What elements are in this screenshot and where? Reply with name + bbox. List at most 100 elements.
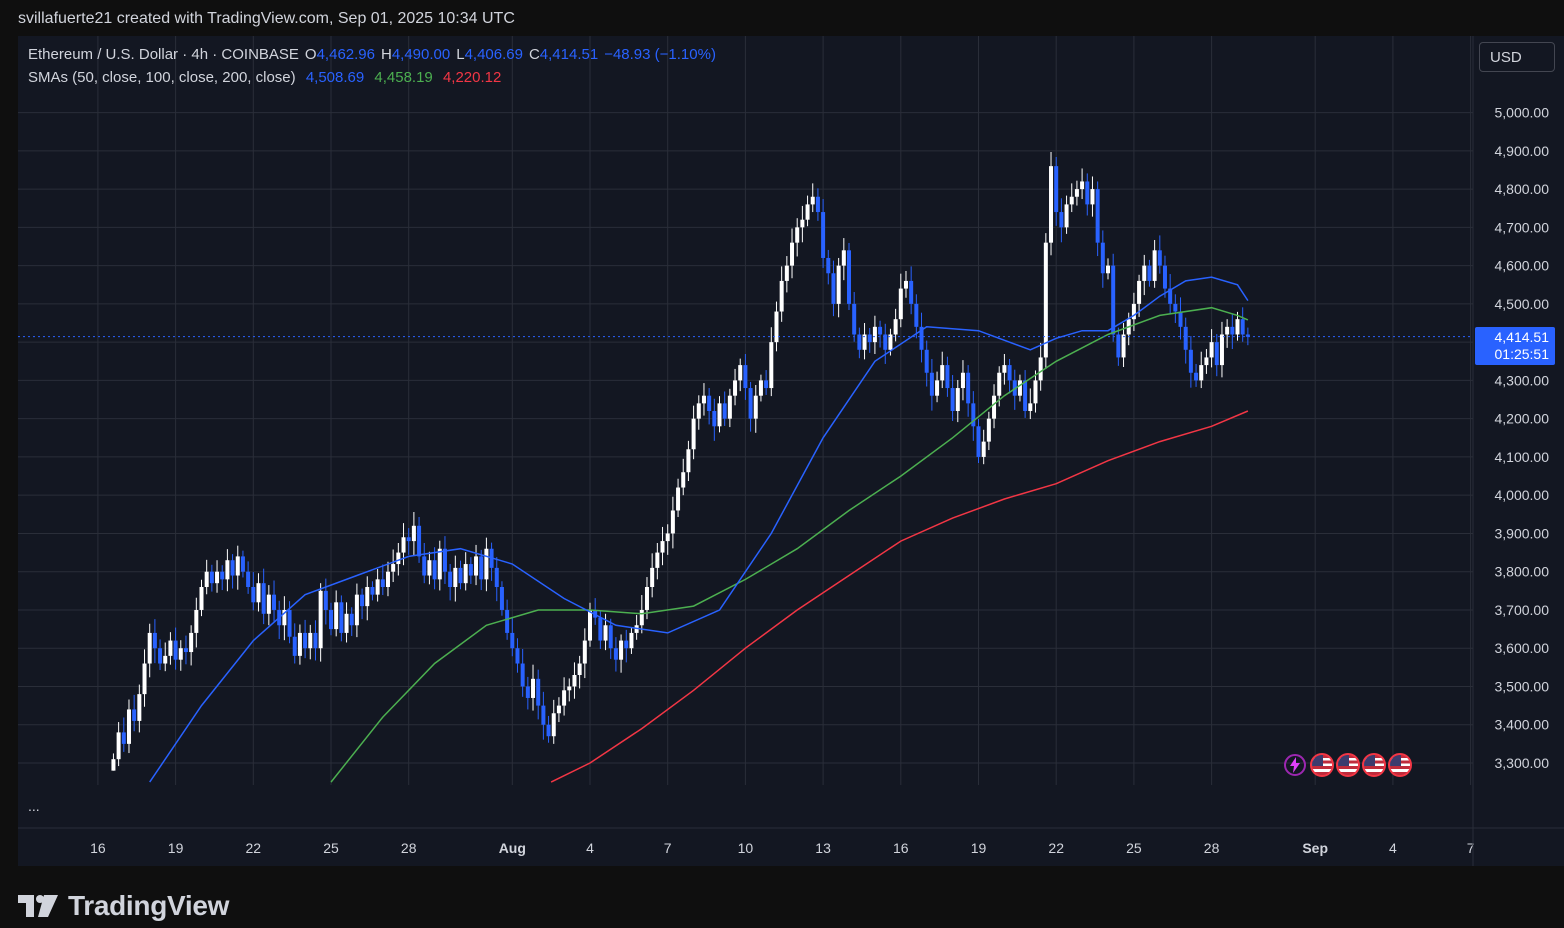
economic-events[interactable] (1282, 752, 1412, 778)
candle-body (1178, 311, 1183, 327)
candle-body (826, 257, 831, 274)
candle-body (805, 204, 810, 220)
candle-body (1085, 181, 1090, 205)
x-tick-label: 22 (246, 840, 262, 856)
sma-title[interactable]: SMAs (50, close, 100, close, 200, close) (28, 69, 296, 86)
price-chart[interactable]: 3,300.00 3,400.00 3,500.00 3,600.00 3,700.00… (0, 0, 1564, 866)
candle-body (178, 648, 183, 660)
candle-body (774, 311, 779, 343)
tradingview-logo[interactable]: TradingView (18, 890, 229, 922)
candle-body (230, 560, 235, 576)
candle-body (1219, 334, 1224, 366)
candle-body (1106, 265, 1110, 274)
us-flag-icon[interactable] (1362, 753, 1386, 777)
candle-body (898, 288, 903, 320)
us-flag-icon[interactable] (1388, 753, 1412, 777)
candle-body (1209, 342, 1214, 358)
price-scale-area (1473, 36, 1564, 866)
candle-body (468, 564, 473, 576)
candle-body (722, 403, 727, 419)
us-flag-icon[interactable] (1310, 753, 1334, 777)
candle-body (1007, 365, 1012, 381)
candle-body (396, 552, 401, 565)
candle-body (474, 556, 479, 576)
x-tick-label: 7 (1467, 840, 1475, 856)
candle-body (1095, 189, 1100, 243)
x-tick-label: 22 (1048, 840, 1064, 856)
candle-body (857, 334, 862, 350)
sma100-line (330, 306, 1249, 783)
change-value: −48.93 (−1.10%) (604, 46, 716, 63)
attribution-text: svillafuerte21 created with TradingView.… (18, 10, 515, 27)
last-price-tag: 4,414.51 01:25:51 (1475, 327, 1555, 365)
candle-body (727, 395, 732, 419)
candle-body (225, 560, 230, 580)
candle-body (1142, 265, 1147, 281)
candle-body (629, 632, 634, 649)
candle-body (142, 663, 147, 695)
sma50-value: 4,508.69 (305, 69, 365, 86)
candle-body (738, 365, 743, 381)
candle-body (986, 418, 991, 442)
y-tick-label: 4,100.00 (1495, 449, 1550, 465)
candle-body (831, 273, 836, 304)
footer (0, 866, 1564, 928)
candle-body (1199, 365, 1204, 381)
candle-body (743, 365, 748, 389)
candle-body (546, 724, 551, 737)
candle-body (329, 609, 333, 630)
candle-body (929, 372, 934, 396)
candle-body (111, 759, 116, 771)
sma200-line (550, 410, 1249, 783)
lightning-icon[interactable] (1282, 752, 1308, 778)
us-flag-icon[interactable] (1336, 753, 1360, 777)
candle-body (971, 403, 976, 427)
candle-body (303, 632, 308, 649)
candle-body (199, 587, 204, 610)
candle-body (981, 441, 986, 457)
candle-body (297, 632, 302, 656)
candle-body (598, 617, 603, 641)
candle-body (670, 510, 675, 534)
candle-body (266, 594, 271, 614)
y-tick-label: 3,900.00 (1495, 525, 1550, 541)
candle-body (308, 632, 313, 649)
candle-body (650, 567, 655, 588)
candle-body (448, 571, 453, 588)
candle-body (1147, 265, 1152, 281)
candle-body (292, 636, 297, 656)
y-tick-label: 4,900.00 (1495, 143, 1550, 159)
candle-body (235, 556, 240, 576)
candle-body (810, 196, 815, 205)
candle-body (287, 609, 292, 637)
high-value: 4,490.00 (391, 46, 451, 63)
candle-body (132, 709, 137, 721)
candle-body (1240, 319, 1245, 335)
candle-body (240, 556, 245, 572)
x-tick-label: 25 (1126, 840, 1142, 856)
candle-body (909, 280, 914, 304)
candle-body (432, 560, 437, 580)
candle-body (1235, 319, 1240, 335)
symbol-title[interactable]: Ethereum / U.S. Dollar · 4h · COINBASE (28, 46, 299, 63)
candle-body (852, 303, 857, 335)
candle-body (282, 609, 287, 626)
bar-countdown: 01:25:51 (1494, 346, 1550, 362)
candle-body (484, 548, 489, 580)
candle-body (401, 537, 406, 553)
candle-body (577, 663, 582, 676)
candle-body (945, 365, 950, 389)
candle-body (712, 411, 717, 427)
candle-body (1002, 365, 1007, 373)
candle-body (536, 678, 541, 706)
candle-body (1162, 265, 1167, 289)
more-button[interactable]: ... (28, 798, 40, 814)
currency-button[interactable]: USD (1479, 42, 1555, 72)
candle-body (1121, 334, 1126, 358)
candle-body (753, 395, 758, 419)
candle-body (1054, 166, 1059, 213)
candle-body (417, 525, 422, 557)
candle-body (790, 242, 795, 266)
candle-body (541, 705, 546, 725)
candle-body (121, 732, 126, 744)
